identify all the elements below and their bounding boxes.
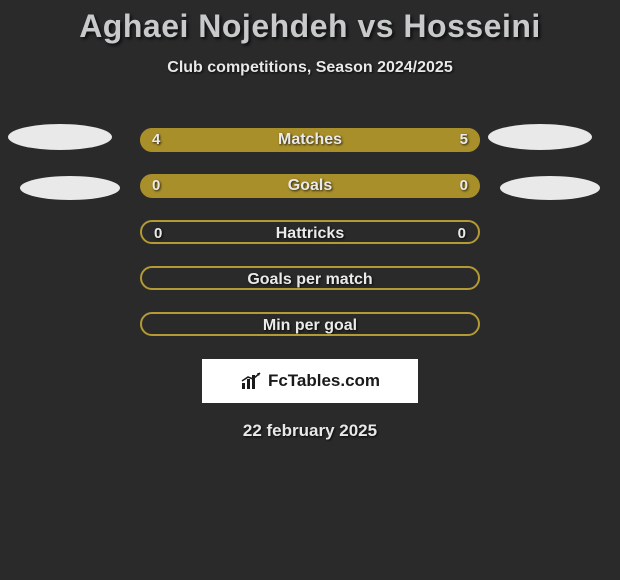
stat-value-right: 0 (458, 222, 466, 244)
date-text: 22 february 2025 (0, 421, 620, 441)
stat-label: Hattricks (142, 222, 478, 244)
stat-bar-track: Min per goal (140, 312, 480, 336)
stat-row: Hattricks0 0 (0, 209, 620, 255)
stat-row: Min per goal (0, 301, 620, 347)
stat-label: Min per goal (142, 314, 478, 336)
side-ellipse (8, 124, 112, 150)
stat-bar-track: Goals per match (140, 266, 480, 290)
stat-bar-track: Hattricks0 0 (140, 220, 480, 244)
page-title: Aghaei Nojehdeh vs Hosseini (0, 8, 620, 45)
side-ellipse (488, 124, 592, 150)
stat-value-left: 4 (152, 128, 160, 152)
infographic-root: Aghaei Nojehdeh vs Hosseini Club competi… (0, 0, 620, 441)
stat-bar-track: Matches4 5 (140, 128, 480, 152)
subtitle: Club competitions, Season 2024/2025 (0, 59, 620, 77)
attribution-badge: FcTables.com (202, 359, 418, 403)
stat-value-right: 5 (460, 128, 468, 152)
stat-label: Goals per match (142, 268, 478, 290)
stat-value-right: 0 (460, 174, 468, 198)
chart-icon (240, 371, 262, 391)
stat-value-left: 0 (152, 174, 160, 198)
stat-bar-track: Goals0 0 (140, 174, 480, 198)
stat-value-left: 0 (154, 222, 162, 244)
attribution-text: FcTables.com (268, 371, 380, 391)
stat-row: Goals per match (0, 255, 620, 301)
side-ellipse (20, 176, 120, 200)
side-ellipse (500, 176, 600, 200)
stat-label: Matches (140, 128, 480, 152)
stats-area: Matches45Goals00Hattricks00Goals per mat… (0, 117, 620, 347)
stat-label: Goals (140, 174, 480, 198)
